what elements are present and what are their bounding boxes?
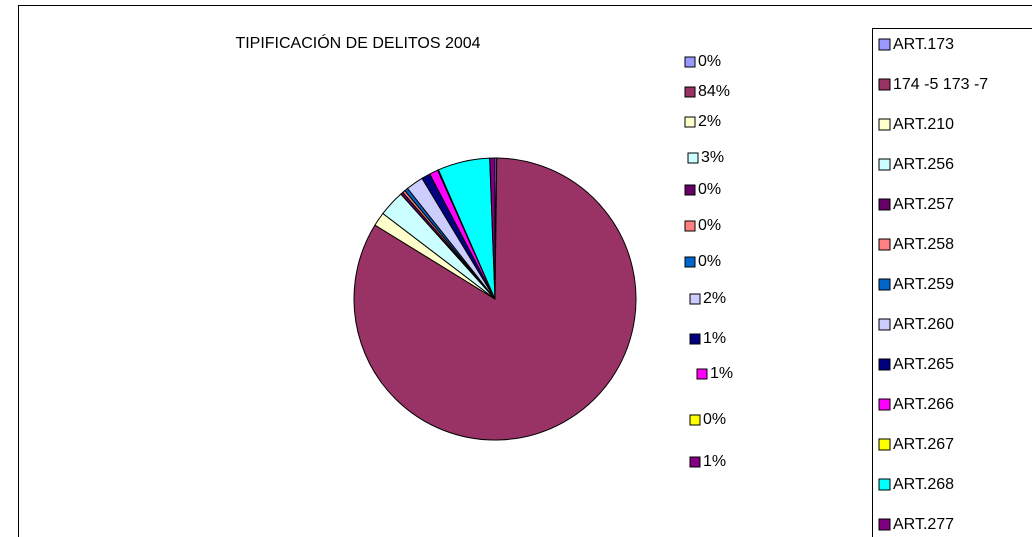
data-label: 1% <box>703 453 726 470</box>
legend-key <box>878 238 891 251</box>
label-key <box>684 116 696 128</box>
label-key <box>684 256 696 268</box>
label-key <box>689 414 701 426</box>
pie-slice <box>353 157 637 441</box>
data-label: 0% <box>698 253 721 270</box>
legend-box <box>872 28 1032 537</box>
data-label: 0% <box>703 411 726 428</box>
label-key <box>684 86 696 98</box>
legend-key <box>878 158 891 171</box>
legend-label: ART.210 <box>893 116 954 133</box>
legend-key <box>878 318 891 331</box>
data-label: 3% <box>701 149 724 166</box>
data-label: 1% <box>710 365 733 382</box>
legend-label: ART.173 <box>893 36 954 53</box>
legend-label: ART.265 <box>893 356 954 373</box>
legend-label: ART.268 <box>893 476 954 493</box>
data-label: 0% <box>698 181 721 198</box>
legend-key <box>878 78 891 91</box>
data-label: 2% <box>698 113 721 130</box>
legend-label: 174 -5 173 -7 <box>893 76 988 93</box>
data-label: 84% <box>698 83 730 100</box>
legend-label: ART.258 <box>893 236 954 253</box>
legend-key <box>878 358 891 371</box>
label-key <box>689 293 701 305</box>
legend-label: ART.267 <box>893 436 954 453</box>
pie-slice <box>489 157 496 300</box>
legend-key <box>878 38 891 51</box>
label-key <box>689 456 701 468</box>
legend-label: ART.256 <box>893 156 954 173</box>
data-label: 0% <box>698 217 721 234</box>
legend-key <box>878 478 891 491</box>
label-key <box>687 152 699 164</box>
legend-key <box>878 118 891 131</box>
legend-key <box>878 278 891 291</box>
legend-key <box>878 198 891 211</box>
label-key <box>696 368 708 380</box>
label-key <box>689 333 701 345</box>
chart-title: TIPIFICACIÓN DE DELITOS 2004 <box>235 33 480 52</box>
legend-label: ART.260 <box>893 316 954 333</box>
legend-key <box>878 398 891 411</box>
legend-key <box>878 518 891 531</box>
data-label: 2% <box>703 290 726 307</box>
legend-label: ART.266 <box>893 396 954 413</box>
legend-label: ART.277 <box>893 516 954 533</box>
label-key <box>684 220 696 232</box>
data-label: 1% <box>703 330 726 347</box>
legend-label: ART.259 <box>893 276 954 293</box>
label-key <box>684 184 696 196</box>
data-label: 0% <box>698 53 721 70</box>
legend-label: ART.257 <box>893 196 954 213</box>
label-key <box>684 56 696 68</box>
legend-key <box>878 438 891 451</box>
